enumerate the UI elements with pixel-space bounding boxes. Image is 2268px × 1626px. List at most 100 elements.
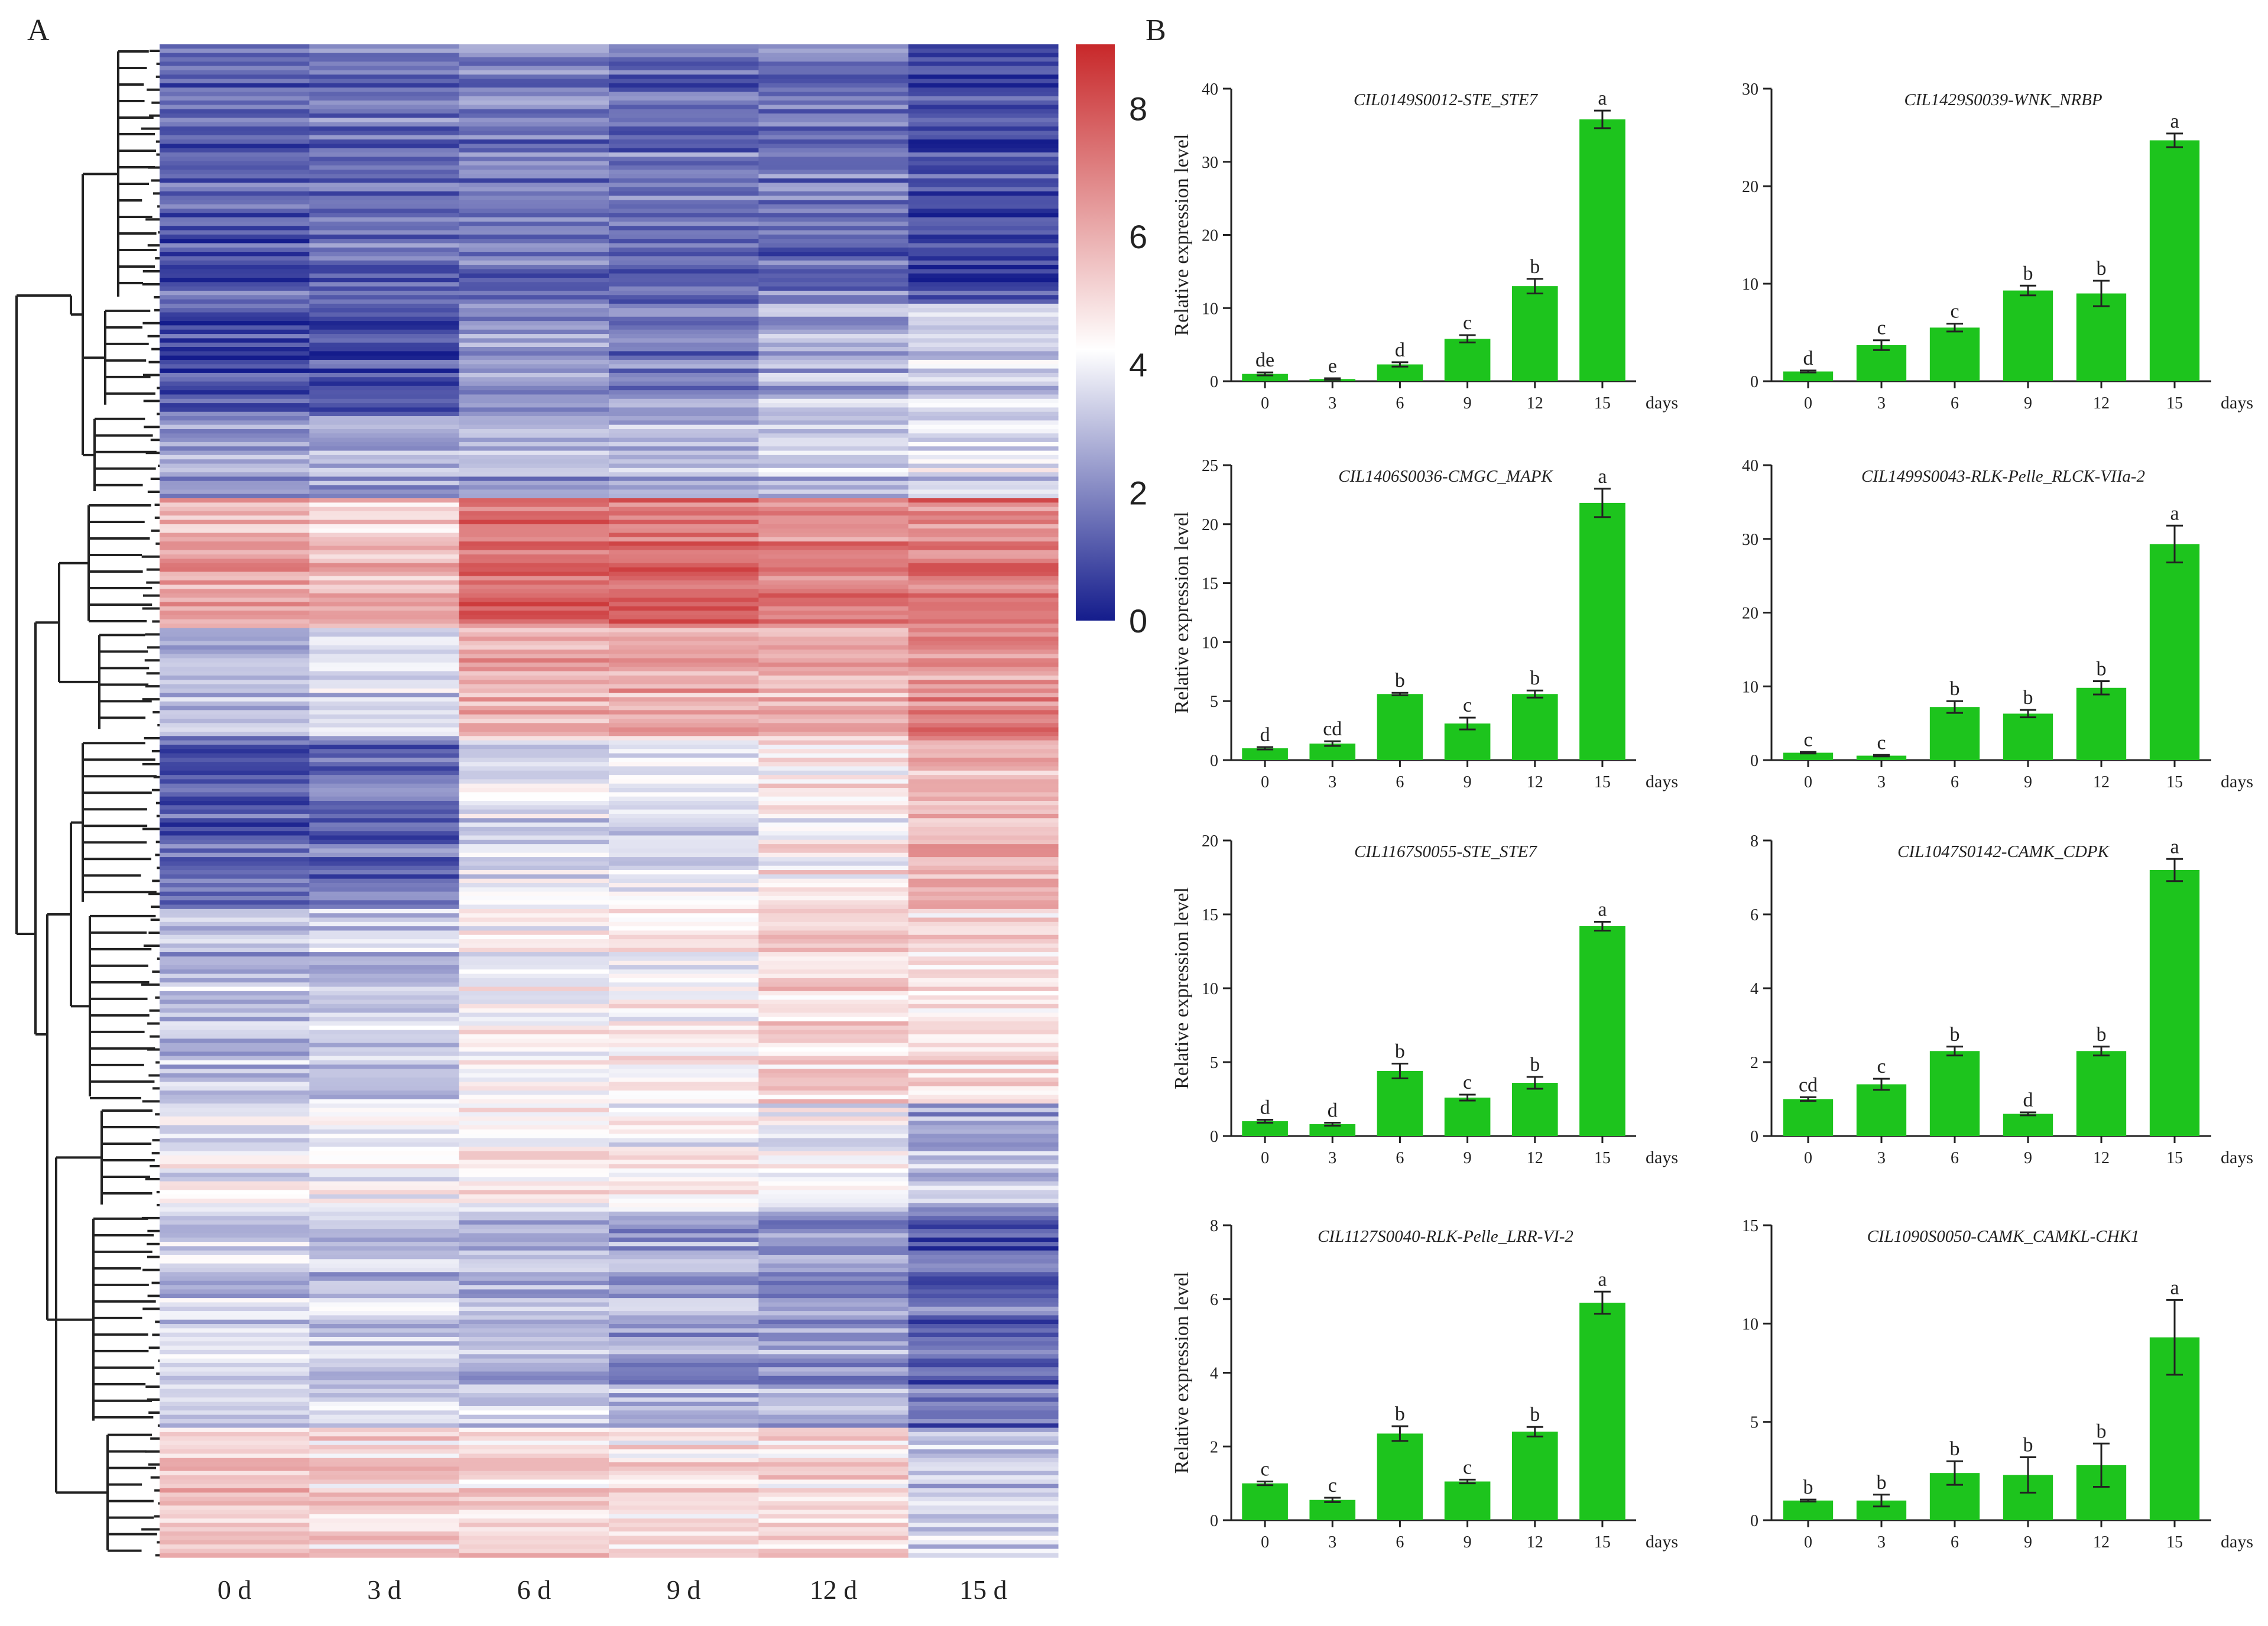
significance-letter: a xyxy=(2170,502,2179,524)
heatmap-cell xyxy=(459,632,609,637)
heatmap-cell xyxy=(309,1116,460,1121)
heatmap-cell xyxy=(160,1280,310,1286)
heatmap-cell xyxy=(758,1458,909,1463)
x-tick-label: 9 xyxy=(1464,1533,1472,1552)
heatmap-cell xyxy=(309,520,460,525)
heatmap-cell xyxy=(309,891,460,897)
heatmap-cell xyxy=(758,416,909,421)
heatmap-cell xyxy=(908,895,1059,901)
heatmap-cell xyxy=(160,645,310,650)
x-tick-label: 9 xyxy=(2024,394,2032,413)
heatmap-cell xyxy=(758,1484,909,1489)
y-tick-label: 0 xyxy=(1750,373,1758,391)
x-tick-label: 3 xyxy=(1328,1533,1336,1552)
heatmap-cell xyxy=(160,563,310,568)
heatmap-cell xyxy=(160,1216,310,1221)
heatmap-cell xyxy=(609,714,759,719)
heatmap-cell xyxy=(459,554,609,559)
heatmap-cell xyxy=(609,1523,759,1528)
heatmap-cell xyxy=(459,662,609,667)
heatmap-cell xyxy=(908,1514,1059,1519)
heatmap-cell xyxy=(908,364,1059,369)
heatmap-cell xyxy=(459,446,609,452)
heatmap-cell xyxy=(160,1259,310,1264)
y-tick-label: 2 xyxy=(1750,1054,1758,1072)
heatmap-cell xyxy=(758,1531,909,1537)
x-tick-label: 3 xyxy=(1877,394,1886,413)
heatmap-cell xyxy=(459,1406,609,1411)
heatmap-cell xyxy=(758,1336,909,1342)
heatmap-cell xyxy=(160,973,310,979)
panel-a-letter: A xyxy=(27,14,50,47)
heatmap-cell xyxy=(160,1086,310,1091)
heatmap-cell xyxy=(459,654,609,659)
heatmap-cell xyxy=(160,654,310,659)
heatmap-cell xyxy=(309,377,460,382)
x-axis-label: days xyxy=(2221,1532,2253,1552)
heatmap-cell xyxy=(459,706,609,710)
heatmap-cell xyxy=(459,965,609,970)
heatmap-cell xyxy=(609,1367,759,1372)
y-tick-label: 10 xyxy=(1742,275,1758,294)
heatmap-cell xyxy=(160,706,310,710)
heatmap-cell xyxy=(758,377,909,382)
heatmap-cell xyxy=(758,524,909,529)
heatmap-cell xyxy=(908,1445,1059,1450)
heatmap-cell xyxy=(459,1004,609,1009)
heatmap-cell xyxy=(908,126,1059,131)
x-tick-label: 9 xyxy=(2024,1533,2032,1552)
heatmap-cell xyxy=(908,775,1059,780)
heatmap-cell xyxy=(908,1164,1059,1169)
bar xyxy=(2076,687,2127,760)
heatmap-cell xyxy=(309,744,460,749)
heatmap-cell xyxy=(609,1025,759,1031)
heatmap-cell xyxy=(609,792,759,797)
heatmap-cell xyxy=(160,1246,310,1251)
heatmap-cell xyxy=(609,1401,759,1407)
heatmap-cell xyxy=(609,1160,759,1164)
colorbar-tick-label: 4 xyxy=(1129,346,1147,384)
heatmap-cell xyxy=(609,710,759,715)
heatmap-cell xyxy=(908,671,1059,676)
heatmap-cell xyxy=(459,1263,609,1268)
heatmap-cell xyxy=(459,1190,609,1195)
y-tick-label: 10 xyxy=(1742,1315,1758,1333)
heatmap-cell xyxy=(758,1008,909,1013)
heatmap-cell xyxy=(908,762,1059,767)
x-tick-label: 0 xyxy=(1804,773,1812,791)
heatmap-cell xyxy=(309,952,460,957)
heatmap-cell xyxy=(459,870,609,875)
x-tick-label: 12 xyxy=(2093,773,2110,791)
heatmap-cell xyxy=(160,749,310,754)
heatmap-cell xyxy=(309,991,460,996)
heatmap-cell xyxy=(609,1384,759,1390)
heatmap-cell xyxy=(160,887,310,892)
heatmap-cell xyxy=(309,364,460,369)
heatmap-cell xyxy=(908,368,1059,374)
heatmap-cell xyxy=(908,658,1059,663)
heatmap-cell xyxy=(758,368,909,374)
bar xyxy=(1511,286,1558,381)
heatmap-column-label: 15 d xyxy=(959,1575,1007,1605)
heatmap-cell xyxy=(758,658,909,663)
heatmap-cell xyxy=(609,1108,759,1113)
heatmap-cell xyxy=(609,887,759,892)
heatmap-cell xyxy=(908,377,1059,382)
heatmap-cell xyxy=(309,308,460,313)
heatmap-cell xyxy=(459,537,609,542)
heatmap-cell xyxy=(459,1388,609,1394)
heatmap-cell xyxy=(160,1012,310,1018)
heatmap-cell xyxy=(609,1082,759,1087)
heatmap-cell xyxy=(908,243,1059,248)
heatmap-cell xyxy=(758,813,909,819)
bar xyxy=(1377,694,1423,760)
y-tick-label: 40 xyxy=(1202,80,1218,99)
x-tick-label: 15 xyxy=(1594,1149,1611,1167)
heatmap-cell xyxy=(309,61,460,67)
heatmap-cell xyxy=(160,541,310,547)
heatmap-cell xyxy=(908,753,1059,758)
heatmap-cell xyxy=(758,1160,909,1164)
heatmap-cell xyxy=(758,1134,909,1139)
heatmap-cell xyxy=(309,1514,460,1519)
